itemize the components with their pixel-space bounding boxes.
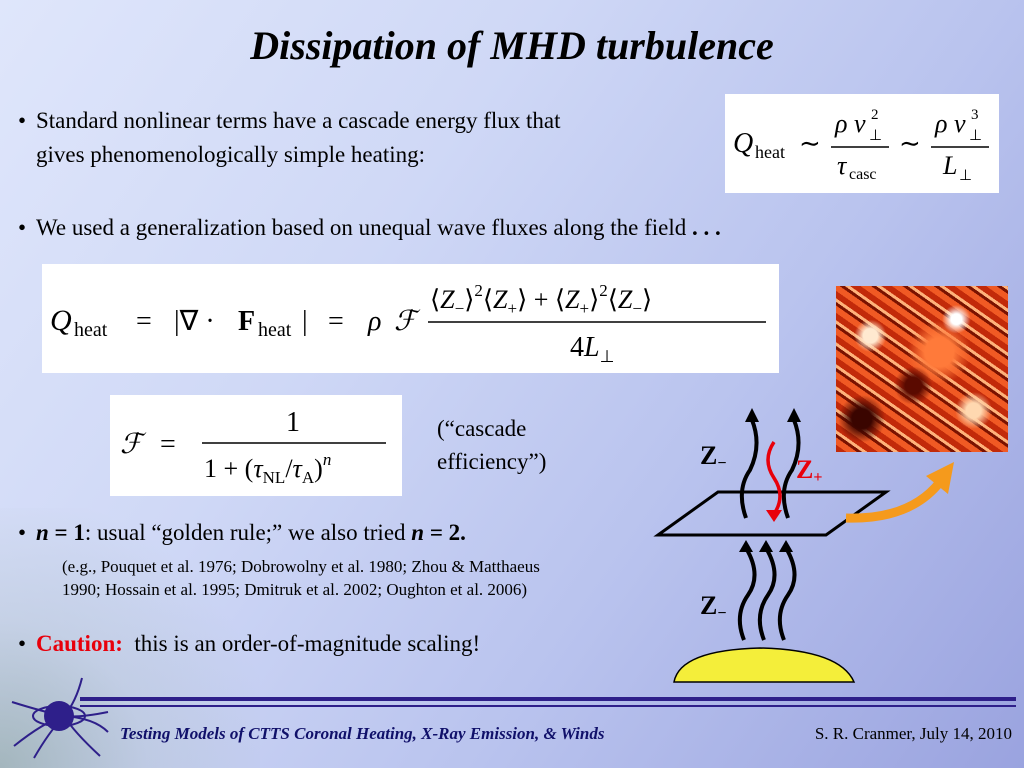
upward-arrowheads-bottom bbox=[739, 540, 793, 552]
svg-text:∼: ∼ bbox=[799, 129, 821, 158]
bullet-cascade-flux: • Standard nonlinear terms have a cascad… bbox=[18, 104, 716, 172]
equation-box-qheat-general: Q heat = |∇ · F heat | = ρ ℱ ⟨Z−⟩2⟨Z+⟩ +… bbox=[42, 264, 779, 373]
svg-text:ρ v: ρ v bbox=[834, 109, 866, 138]
caution-label: Caution: bbox=[36, 631, 123, 656]
note-line-2: efficiency”) bbox=[437, 449, 547, 474]
svg-text:ℱ: ℱ bbox=[394, 304, 421, 337]
n-value: = 1 bbox=[48, 520, 85, 545]
bullet-text: We used a generalization based on unequa… bbox=[36, 215, 687, 240]
svg-text:=: = bbox=[160, 429, 176, 460]
equation-qheat-simple: Q heat ∼ ρ v 2 ⊥ τ casc ∼ ρ v 3 ⊥ L ⊥ bbox=[733, 107, 989, 184]
svg-text:|: | bbox=[302, 306, 308, 337]
bullet-caution: • Caution: this is an order-of-magnitude… bbox=[18, 627, 636, 661]
caution-text: this is an order-of-magnitude scaling! bbox=[134, 631, 481, 656]
svg-text:ℱ: ℱ bbox=[120, 427, 147, 460]
slide-title: Dissipation of MHD turbulence bbox=[250, 23, 774, 68]
ellipsis: . . . bbox=[691, 215, 721, 240]
svg-text:⊥: ⊥ bbox=[959, 168, 972, 184]
label-z-plus: Z+ bbox=[796, 455, 822, 486]
svg-text:⟨Z−⟩2⟨Z+⟩ + ⟨Z+⟩2⟨Z−⟩: ⟨Z−⟩2⟨Z+⟩ + ⟨Z+⟩2⟨Z−⟩ bbox=[430, 281, 652, 318]
golden-rule-text: : usual “golden rule;” we also tried bbox=[84, 520, 412, 545]
footer-rule-thin bbox=[80, 705, 1016, 707]
svg-text:1 + (τNL/τA)n: 1 + (τNL/τA)n bbox=[204, 450, 331, 487]
heating-arrowhead bbox=[926, 462, 954, 494]
references-line-1: (e.g., Pouquet et al. 1976; Dobrowolny e… bbox=[62, 557, 540, 576]
upward-arrowheads-top bbox=[745, 408, 801, 422]
bullet-dot: • bbox=[18, 215, 27, 240]
svg-text:2: 2 bbox=[871, 107, 879, 123]
bullet-dot: • bbox=[18, 631, 27, 656]
svg-text:Q: Q bbox=[50, 304, 72, 337]
svg-text:|∇ ·: |∇ · bbox=[174, 306, 215, 337]
sun-surface bbox=[673, 647, 856, 683]
equation-qheat-general: Q heat = |∇ · F heat | = ρ ℱ ⟨Z−⟩2⟨Z+⟩ +… bbox=[50, 281, 766, 366]
heating-arrow bbox=[845, 479, 944, 523]
svg-text:heat: heat bbox=[258, 319, 292, 341]
svg-text:∼: ∼ bbox=[899, 129, 921, 158]
upward-waves-top bbox=[739, 419, 801, 519]
svg-text:L: L bbox=[942, 151, 957, 180]
footer-author-date: S. R. Cranmer, July 14, 2010 bbox=[814, 724, 1012, 743]
svg-text:=: = bbox=[328, 306, 344, 337]
bullet-line-1: Standard nonlinear terms have a cascade … bbox=[36, 108, 561, 133]
svg-text:=: = bbox=[136, 306, 152, 337]
downward-arrowhead bbox=[766, 510, 782, 522]
equation-box-cascade-efficiency: ℱ = 1 1 + (τNL/τA)n bbox=[110, 395, 402, 496]
n-symbol-2: n bbox=[411, 520, 425, 545]
turbulence-image bbox=[836, 286, 1008, 452]
label-z-minus-top: Z− bbox=[700, 441, 726, 472]
svg-text:1: 1 bbox=[286, 407, 300, 438]
svg-text:heat: heat bbox=[755, 142, 785, 162]
bullet-golden-rule: • n = 1: usual “golden rule;” we also tr… bbox=[18, 516, 636, 550]
svg-text:ρ v: ρ v bbox=[934, 109, 966, 138]
svg-text:Q: Q bbox=[733, 128, 753, 159]
bullet-dot: • bbox=[18, 520, 27, 545]
svg-text:F: F bbox=[238, 306, 255, 337]
bullet-generalization: • We used a generalization based on uneq… bbox=[18, 211, 916, 245]
svg-text:ρ: ρ bbox=[367, 306, 381, 337]
footer-rule bbox=[80, 697, 1016, 701]
references-line-2: 1990; Hossain et al. 1995; Dmitruk et al… bbox=[62, 580, 528, 599]
wave-diagram: Z− Z+ Z− bbox=[653, 408, 954, 683]
equation-box-qheat-simple: Q heat ∼ ρ v 2 ⊥ τ casc ∼ ρ v 3 ⊥ L ⊥ bbox=[725, 94, 999, 193]
svg-text:⊥: ⊥ bbox=[969, 128, 982, 144]
bullet-dot: • bbox=[18, 108, 27, 133]
svg-text:heat: heat bbox=[74, 319, 108, 341]
conference-logo-icon bbox=[11, 677, 109, 759]
bullet-line-2: gives phenomenologically simple heating: bbox=[36, 142, 426, 167]
cascade-efficiency-note: (“cascade efficiency”) bbox=[437, 412, 546, 478]
downward-wave bbox=[766, 441, 782, 515]
svg-text:4L⊥: 4L⊥ bbox=[570, 332, 614, 366]
note-line-1: (“cascade bbox=[437, 416, 527, 441]
n-symbol: n bbox=[36, 520, 49, 545]
n-value-2: = 2. bbox=[424, 520, 466, 545]
svg-text:casc: casc bbox=[849, 166, 877, 183]
svg-text:τ: τ bbox=[837, 151, 848, 180]
equation-cascade-efficiency: ℱ = 1 1 + (τNL/τA)n bbox=[120, 407, 386, 487]
upward-waves-bottom bbox=[737, 546, 797, 641]
label-z-minus-bottom: Z− bbox=[700, 591, 726, 622]
svg-text:⊥: ⊥ bbox=[869, 128, 882, 144]
heating-plane bbox=[653, 490, 891, 537]
svg-text:3: 3 bbox=[971, 107, 979, 123]
footer-title: Testing Models of CTTS Coronal Heating, … bbox=[120, 724, 605, 743]
